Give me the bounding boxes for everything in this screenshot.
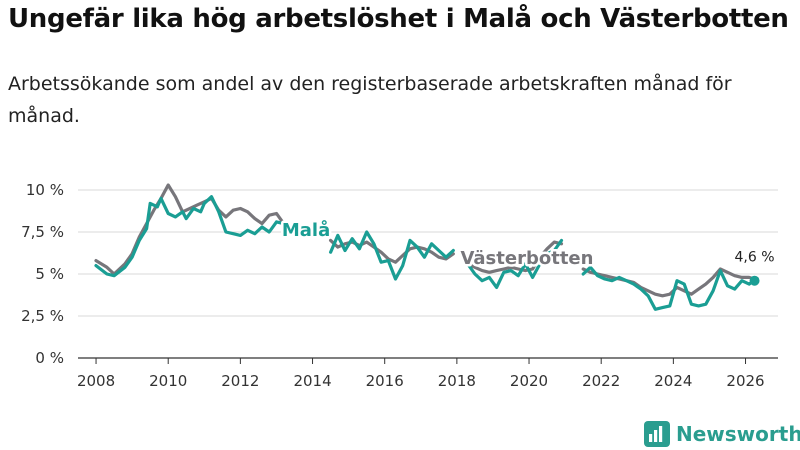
grid-layer bbox=[78, 189, 778, 359]
axis-layer: 0 % 2,5 % 5 % 7,5 % 10 % 2008 2010 2012 2014 2016… bbox=[21, 181, 765, 390]
x-tick-label: 2022 bbox=[582, 372, 620, 390]
x-tick-label: 2020 bbox=[510, 372, 548, 390]
x-tick-label: 2014 bbox=[293, 372, 331, 390]
x-tick-label: 2010 bbox=[149, 372, 187, 390]
end-marker-mala bbox=[749, 275, 760, 286]
series-label-vasterbotten: Västerbotten bbox=[460, 248, 593, 269]
x-tick-label: 2026 bbox=[726, 372, 764, 390]
y-tick-label: 5 % bbox=[35, 265, 64, 283]
y-tick-label: 7,5 % bbox=[21, 223, 64, 241]
brand[interactable]: Newsworthy bbox=[644, 420, 800, 448]
series-line-vasterbotten bbox=[94, 183, 757, 298]
brand-name: Newsworthy bbox=[676, 422, 800, 446]
y-tick-label: 10 % bbox=[26, 181, 64, 199]
series-line-mala bbox=[94, 195, 757, 311]
y-tick-label: 0 % bbox=[35, 349, 64, 367]
series-label-mala: Malå bbox=[282, 219, 330, 241]
x-tick-label: 2024 bbox=[654, 372, 692, 390]
x-tick-label: 2012 bbox=[221, 372, 259, 390]
series-layer bbox=[94, 183, 760, 311]
chart-title: Ungefär lika hög arbetslöshet i Malå och… bbox=[8, 4, 789, 34]
label-layer: Malå Västerbotten 4,6 % bbox=[279, 217, 776, 272]
y-tick-label: 2,5 % bbox=[21, 307, 64, 325]
x-tick-label: 2008 bbox=[77, 372, 115, 390]
chart-subtitle: Arbetssökande som andel av den registerb… bbox=[8, 73, 732, 127]
end-value-label: 4,6 % bbox=[735, 249, 775, 265]
x-tick-label: 2016 bbox=[366, 372, 404, 390]
newsworthy-logo-icon bbox=[644, 421, 670, 447]
x-tick-label: 2018 bbox=[438, 372, 476, 390]
